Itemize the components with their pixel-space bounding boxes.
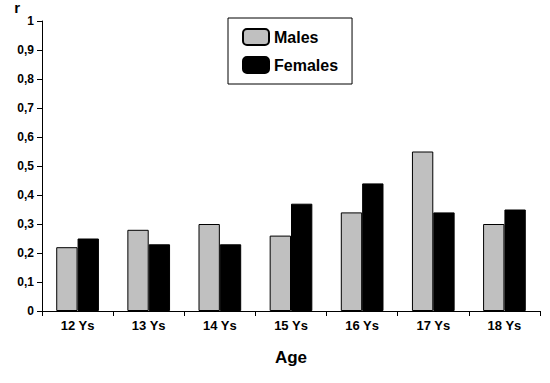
- svg-text:14 Ys: 14 Ys: [203, 318, 237, 333]
- svg-text:Females: Females: [274, 57, 338, 74]
- svg-text:0,9: 0,9: [17, 43, 34, 57]
- svg-text:12 Ys: 12 Ys: [61, 318, 95, 333]
- svg-text:0,7: 0,7: [17, 101, 34, 115]
- svg-text:Age: Age: [275, 348, 307, 367]
- svg-text:16 Ys: 16 Ys: [345, 318, 379, 333]
- svg-text:17 Ys: 17 Ys: [416, 318, 450, 333]
- svg-text:0: 0: [27, 304, 34, 318]
- svg-text:1: 1: [27, 14, 34, 28]
- svg-text:0,4: 0,4: [17, 188, 34, 202]
- svg-text:0,1: 0,1: [17, 275, 34, 289]
- svg-text:0,6: 0,6: [17, 130, 34, 144]
- svg-text:0,3: 0,3: [17, 217, 34, 231]
- svg-text:0,2: 0,2: [17, 246, 34, 260]
- svg-text:0,8: 0,8: [17, 72, 34, 86]
- svg-text:15 Ys: 15 Ys: [274, 318, 308, 333]
- svg-text:0,5: 0,5: [17, 159, 34, 173]
- svg-text:13 Ys: 13 Ys: [132, 318, 166, 333]
- svg-text:Males: Males: [274, 29, 319, 46]
- svg-text:r: r: [14, 0, 20, 16]
- svg-text:18 Ys: 18 Ys: [488, 318, 522, 333]
